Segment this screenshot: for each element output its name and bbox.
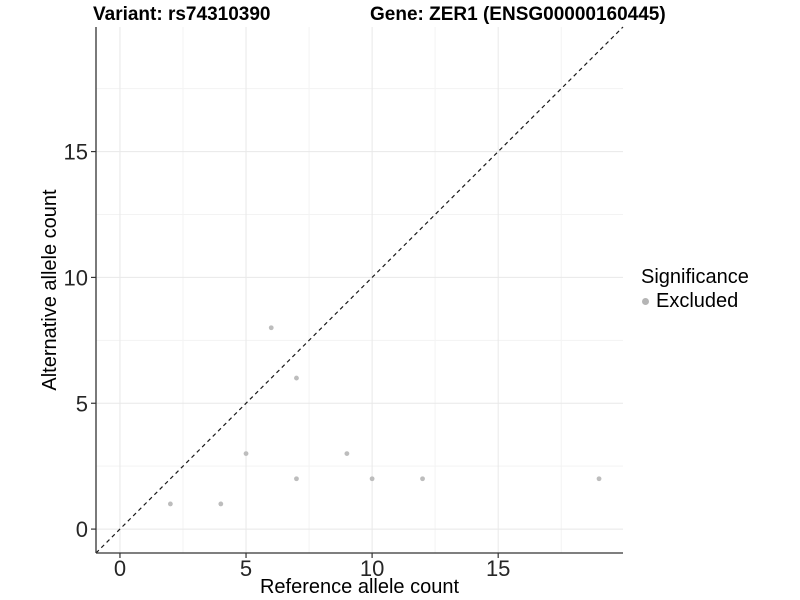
y-tick-label: 10 xyxy=(64,265,88,290)
legend-point-icon xyxy=(642,297,649,305)
x-tick-label: 0 xyxy=(114,556,126,581)
data-point xyxy=(294,476,299,482)
data-point xyxy=(294,375,299,381)
legend: Significance Excluded xyxy=(641,266,749,312)
x-axis-title: Reference allele count xyxy=(259,576,459,598)
data-point xyxy=(167,501,173,507)
plot-title-variant: Variant: rs74310390 xyxy=(93,4,271,25)
x-tick-label: 15 xyxy=(486,556,510,581)
y-axis-title: Alternative allele count xyxy=(39,189,61,391)
data-point xyxy=(218,501,224,507)
x-tick-label: 10 xyxy=(360,556,384,581)
legend-item-label: Excluded xyxy=(656,289,739,312)
data-point xyxy=(268,325,274,331)
data-point xyxy=(369,476,375,482)
legend-title: Significance xyxy=(641,266,749,288)
identity-line xyxy=(95,26,624,554)
data-point xyxy=(420,476,425,482)
plot-title-gene: Gene: ZER1 (ENSG00000160445) xyxy=(370,4,666,25)
data-point xyxy=(596,476,602,482)
data-point xyxy=(344,451,350,456)
y-tick-label: 15 xyxy=(64,140,88,165)
y-tick-label: 5 xyxy=(76,391,88,416)
y-tick-label: 0 xyxy=(76,517,88,542)
x-tick-label: 5 xyxy=(240,556,252,581)
legend-item: Excluded xyxy=(641,290,749,312)
data-point xyxy=(243,451,249,456)
